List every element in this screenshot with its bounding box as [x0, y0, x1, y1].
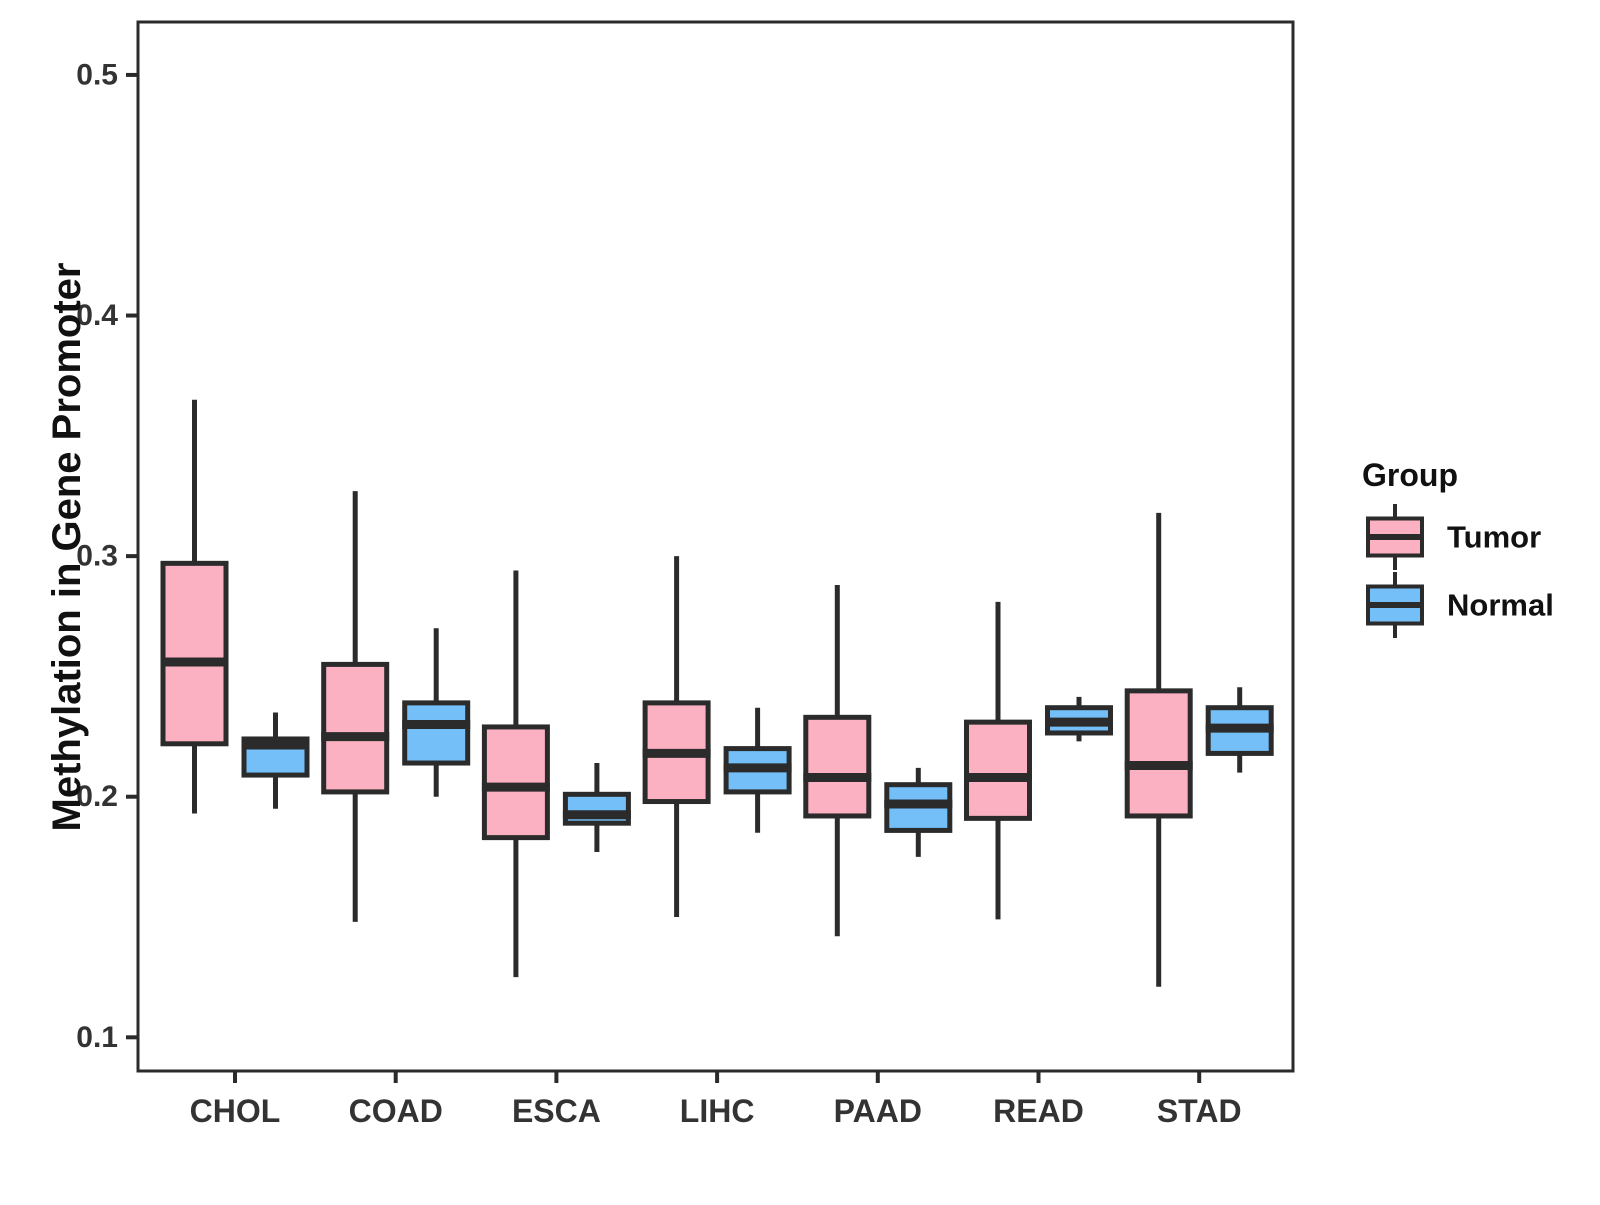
box-normal-coad [402, 700, 471, 766]
x-tick-label-lihc: LIHC [680, 1093, 755, 1129]
box-tumor-esca [481, 724, 550, 841]
y-tick-label-0.4: 0.4 [76, 299, 118, 332]
box-tumor-stad [1124, 688, 1193, 819]
x-tick-label-chol: CHOL [190, 1093, 281, 1129]
x-tick-label-read: READ [993, 1093, 1084, 1129]
y-tick-label-0.2: 0.2 [76, 780, 118, 813]
y-tick-label-0.5: 0.5 [76, 58, 118, 91]
x-tick-label-esca: ESCA [512, 1093, 601, 1129]
legend-label-normal: Normal [1447, 588, 1554, 623]
legend-label-tumor: Tumor [1447, 520, 1541, 555]
box-tumor-paad [803, 714, 872, 819]
legend-title: Group [1362, 457, 1458, 493]
x-tick-label-coad: COAD [349, 1093, 443, 1129]
x-tick-label-paad: PAAD [834, 1093, 922, 1129]
y-tick-label-0.3: 0.3 [76, 540, 118, 573]
y-tick-label-0.1: 0.1 [76, 1021, 118, 1054]
y-axis-title: Methylation in Gene Promoter [45, 263, 89, 832]
x-tick-label-stad: STAD [1157, 1093, 1242, 1129]
box-tumor-chol [160, 560, 229, 747]
box-tumor-read [964, 719, 1032, 821]
box-tumor-coad [321, 661, 390, 795]
